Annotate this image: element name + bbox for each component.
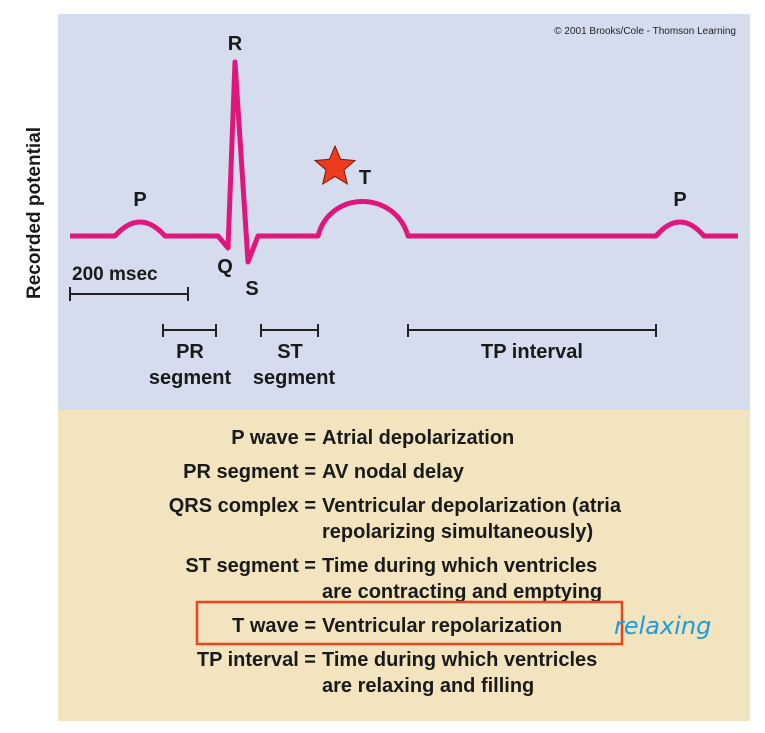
q-wave-label: Q [217, 256, 233, 278]
st-segment-label: segment [253, 367, 336, 389]
pr-segment-label: segment [149, 367, 232, 389]
tp-interval-label: TP interval [481, 341, 583, 363]
ecg-trace [70, 59, 738, 265]
r-wave-label: R [228, 33, 243, 55]
graph-panel [58, 14, 750, 410]
legend-p-wave-def: Atrial depolarization [322, 427, 514, 449]
legend-t-wave-def: Ventricular repolarization [322, 615, 562, 637]
st-segment-bracket [260, 324, 319, 337]
legend-qrs-def-1: Ventricular depolarization (atria [322, 495, 622, 517]
legend-tp-interval-term: TP interval = [197, 649, 316, 671]
legend-p-wave-term: P wave = [231, 427, 316, 449]
t-wave-label: T [359, 167, 371, 189]
copyright-text: © 2001 Brooks/Cole - Thomson Learning [554, 26, 736, 37]
p-wave-label-2: P [673, 189, 686, 211]
highlight-box [195, 600, 624, 646]
relaxing-annotation: relaxing [614, 612, 711, 640]
legend-tp-interval-def-2: are relaxing and filling [322, 675, 534, 697]
legend-panel [58, 410, 750, 721]
pr-label: PR [176, 341, 204, 363]
legend-qrs-def-2: repolarizing simultaneously) [322, 521, 593, 543]
legend-st-segment-term: ST segment = [185, 555, 316, 577]
pr-segment-bracket [162, 324, 217, 337]
scale-label: 200 msec [72, 264, 158, 285]
legend-st-segment-def-2: are contracting and emptying [322, 581, 602, 603]
st-label: ST [277, 341, 303, 363]
legend: P wave = Atrial depolarization PR segmen… [169, 427, 622, 697]
y-axis-label: Recorded potential [24, 127, 45, 299]
p-wave-label: P [133, 189, 146, 211]
legend-qrs-term: QRS complex = [169, 495, 316, 517]
tp-interval-bracket [407, 324, 657, 337]
star-icon [313, 144, 357, 186]
legend-st-segment-def-1: Time during which ventricles [322, 555, 597, 577]
s-wave-label: S [245, 278, 258, 300]
scale-bar [69, 287, 189, 301]
legend-t-wave-term: T wave = [232, 615, 316, 637]
legend-pr-segment-term: PR segment = [183, 461, 316, 483]
legend-pr-segment-def: AV nodal delay [322, 461, 465, 483]
legend-tp-interval-def-1: Time during which ventricles [322, 649, 597, 671]
